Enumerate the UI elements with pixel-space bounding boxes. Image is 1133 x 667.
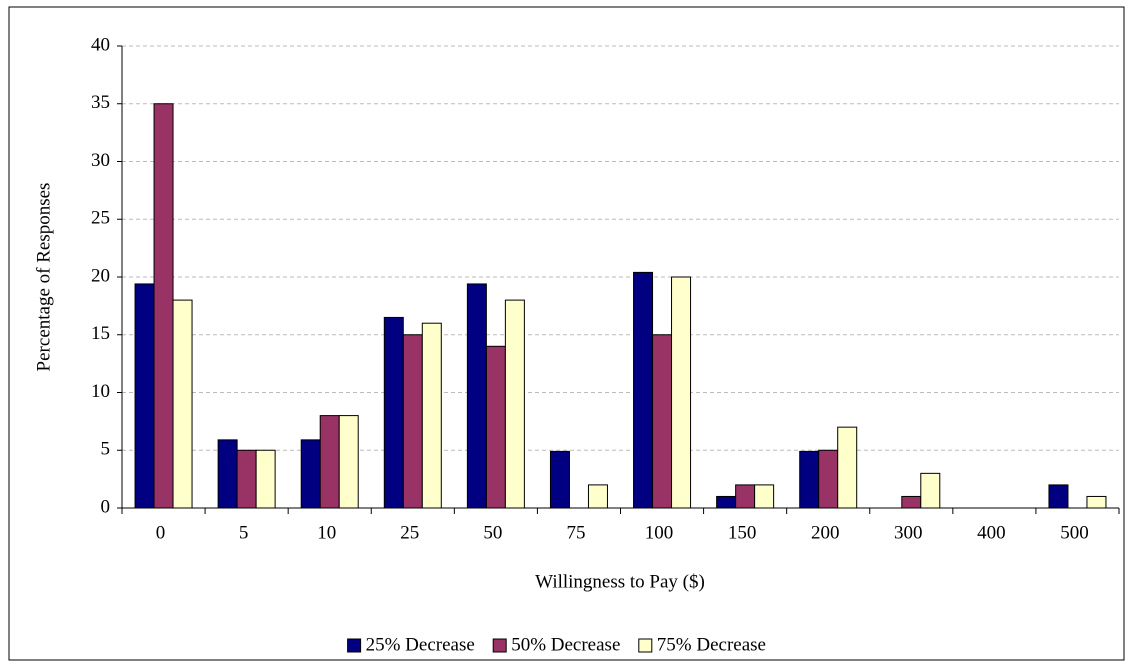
legend-swatch (638, 638, 653, 653)
x-axis-label: Willingness to Pay ($) (535, 571, 705, 592)
x-tick-label: 0 (156, 522, 166, 543)
y-tick-label: 35 (91, 92, 110, 113)
y-tick-label: 10 (91, 381, 110, 402)
x-tick-label: 500 (1060, 522, 1089, 543)
legend-label: 75% Decrease (657, 634, 766, 655)
bar (236, 449, 257, 509)
bar (671, 276, 692, 509)
bar (818, 449, 839, 509)
bar (383, 316, 404, 509)
bar (153, 103, 174, 509)
bar (402, 334, 423, 509)
y-tick-label: 15 (91, 323, 110, 344)
legend-swatch (492, 638, 507, 653)
y-tick-label: 40 (91, 34, 110, 55)
y-tick-label: 30 (91, 150, 110, 171)
chart-frame (8, 6, 1125, 661)
y-tick-label: 25 (91, 208, 110, 229)
bar (837, 426, 858, 509)
bar (633, 271, 654, 509)
x-tick-label: 100 (645, 522, 674, 543)
bar (754, 484, 775, 509)
bar (799, 450, 820, 509)
legend-label: 50% Decrease (511, 634, 620, 655)
bar (716, 495, 737, 509)
bar (504, 299, 525, 509)
bar (1086, 495, 1107, 509)
x-tick-label: 25 (400, 522, 419, 543)
legend-swatch (347, 638, 362, 653)
bar (466, 283, 487, 509)
x-tick-label: 5 (239, 522, 249, 543)
bar (172, 299, 193, 509)
bar (549, 450, 570, 509)
bar (901, 495, 922, 509)
bar (217, 439, 238, 509)
y-tick-label: 5 (101, 439, 111, 460)
x-tick-label: 150 (728, 522, 757, 543)
bar (652, 334, 673, 509)
bar (421, 322, 442, 509)
y-axis-label: Percentage of Responses (33, 183, 54, 372)
bar (134, 283, 155, 509)
x-tick-label: 400 (977, 522, 1006, 543)
bar (338, 415, 359, 509)
bar (1048, 484, 1069, 509)
bar (920, 472, 941, 509)
legend-label: 25% Decrease (366, 634, 475, 655)
y-tick-label: 20 (91, 265, 110, 286)
x-tick-label: 75 (566, 522, 585, 543)
x-tick-label: 200 (811, 522, 840, 543)
x-tick-label: 300 (894, 522, 923, 543)
bar (587, 484, 608, 509)
bar (300, 439, 321, 509)
bar (319, 415, 340, 509)
y-tick-label: 0 (101, 496, 111, 517)
bar (485, 345, 506, 509)
bar (255, 449, 276, 509)
x-tick-label: 10 (317, 522, 336, 543)
bar (735, 484, 756, 509)
x-tick-label: 50 (483, 522, 502, 543)
